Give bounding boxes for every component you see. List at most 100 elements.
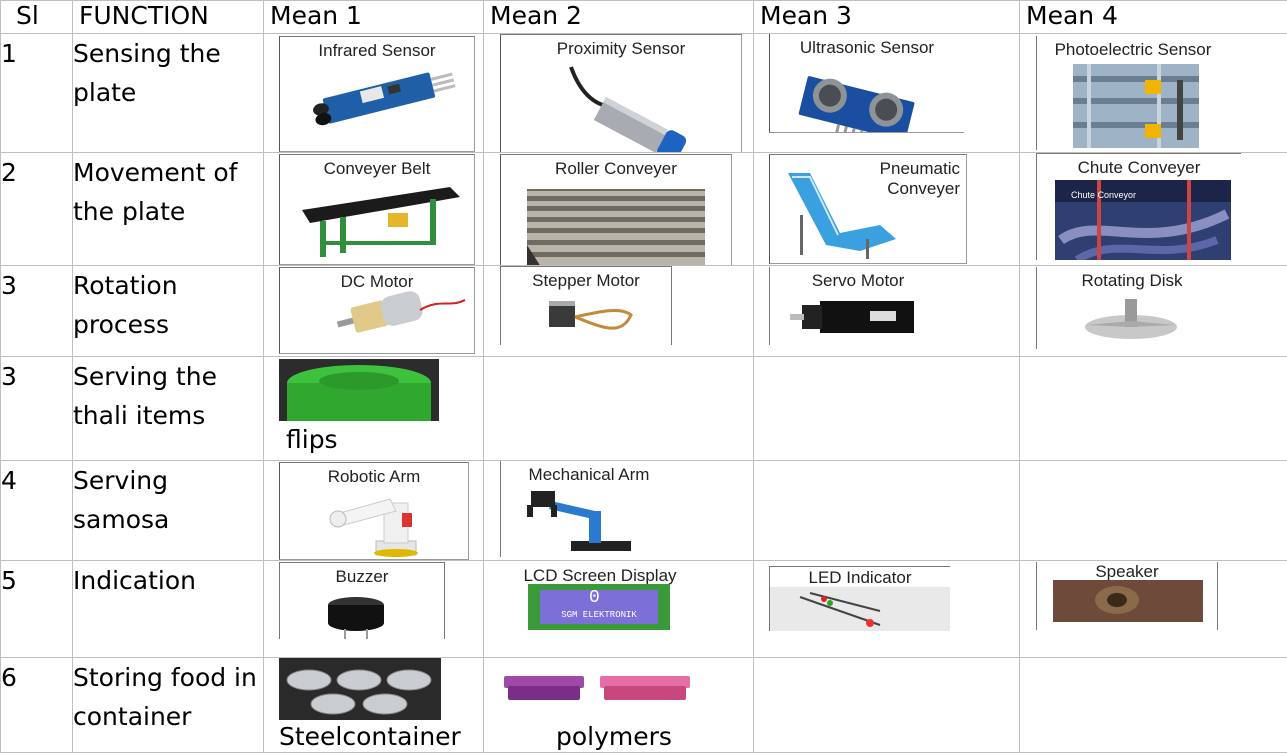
flip-lid-image bbox=[279, 359, 439, 421]
mean-cell bbox=[1019, 460, 1287, 561]
pneumatic-conveyer-image bbox=[788, 173, 896, 259]
function-cell: Movement of the plate bbox=[72, 152, 264, 266]
speaker-image bbox=[1053, 580, 1203, 622]
function-cell: Serving samosa bbox=[72, 460, 264, 561]
pneumatic-conveyer-card: Pneumatic Conveyer bbox=[769, 154, 967, 264]
mean-cell: Roller Conveyer bbox=[483, 152, 754, 266]
steelcontainer-caption: Steelcontainer bbox=[279, 722, 461, 751]
polymers-caption: polymers bbox=[556, 722, 672, 751]
card-label: Conveyer Belt bbox=[323, 159, 431, 178]
mean-cell: Speaker bbox=[1019, 560, 1287, 658]
mean-cell: Infrared Sensor bbox=[263, 33, 484, 153]
buzzer-image bbox=[328, 597, 384, 639]
function-cell: Indication bbox=[72, 560, 264, 658]
buzzer-card: Buzzer bbox=[279, 562, 445, 639]
table-row: 3 Serving the thali items flips bbox=[0, 356, 1287, 461]
dc-motor-card: DC Motor bbox=[279, 267, 475, 354]
mean-cell: Conveyer Belt bbox=[263, 152, 484, 266]
row-number: 3 bbox=[0, 265, 73, 357]
row-number: 2 bbox=[0, 152, 73, 266]
card-label: Buzzer bbox=[335, 567, 389, 586]
photoelectric-sensor-image bbox=[1073, 64, 1199, 148]
function-cell: Rotation process bbox=[72, 265, 264, 357]
card-label: Roller Conveyer bbox=[555, 159, 677, 178]
dc-motor-image bbox=[336, 291, 466, 333]
table-row: 3 Rotation process DC Motor Stepper Moto… bbox=[0, 265, 1287, 357]
stepper-motor-card: Stepper Motor bbox=[500, 266, 672, 345]
mean-cell: LED Indicator bbox=[753, 560, 1020, 658]
mean-cell: Ultrasonic Sensor bbox=[753, 33, 1020, 153]
header-row: Sl FUNCTION Mean 1 Mean 2 Mean 3 Mean 4 bbox=[0, 0, 1287, 34]
mechanical-arm-card: Mechanical Arm bbox=[500, 461, 677, 557]
mean-cell: Buzzer bbox=[263, 560, 484, 658]
row-number: 3 bbox=[0, 356, 73, 461]
mean-cell bbox=[753, 460, 1020, 561]
card-label: Proximity Sensor bbox=[556, 39, 686, 58]
robotic-arm-image bbox=[329, 498, 418, 557]
header-function: FUNCTION bbox=[72, 0, 264, 34]
table-row: 5 Indication Buzzer LCD Screen Display bbox=[0, 560, 1287, 658]
servo-motor-card: Servo Motor bbox=[769, 267, 946, 345]
function-cell: Sensing the plate bbox=[72, 33, 264, 153]
mean-cell: Stepper Motor bbox=[483, 265, 754, 357]
roller-conveyer-card: Roller Conveyer bbox=[500, 154, 732, 265]
card-label: Rotating Disk bbox=[1081, 271, 1183, 290]
lcd-screen-card: LCD Screen Display 0 SGM ELEKTRONIK bbox=[500, 562, 700, 632]
mean-cell bbox=[753, 356, 1020, 461]
mean-cell: DC Motor bbox=[263, 265, 484, 357]
header-mean-4: Mean 4 bbox=[1019, 0, 1287, 34]
mean-cell: polymers bbox=[483, 657, 754, 753]
roller-conveyer-image bbox=[527, 189, 705, 265]
steel-container-image bbox=[279, 658, 441, 720]
led-indicator-card: LED Indicator bbox=[769, 566, 950, 631]
card-label: Robotic Arm bbox=[327, 467, 421, 486]
card-label: Mechanical Arm bbox=[528, 465, 650, 484]
chute-conveyer-image bbox=[1055, 180, 1231, 260]
chute-inner-label: Chute Conveyor bbox=[1071, 190, 1137, 200]
card-label: Photoelectric Sensor bbox=[1054, 40, 1212, 59]
card-label: LCD Screen Display bbox=[523, 566, 677, 585]
header-mean-3: Mean 3 bbox=[753, 0, 1020, 34]
rotating-disk-image bbox=[1085, 299, 1177, 339]
chute-conveyer-card: Chute Conveyer Chute Conveyor bbox=[1036, 153, 1241, 260]
conveyer-belt-image bbox=[302, 187, 460, 257]
row-number: 4 bbox=[0, 460, 73, 561]
row-number: 1 bbox=[0, 33, 73, 153]
mechanical-arm-image bbox=[527, 491, 631, 551]
mean-cell: flips bbox=[263, 356, 484, 461]
row-number: 6 bbox=[0, 657, 73, 753]
card-label: Infrared Sensor bbox=[318, 41, 436, 60]
card-label: Chute Conveyer bbox=[1077, 158, 1201, 177]
lcd-screen-image bbox=[528, 584, 670, 630]
mean-cell: Robotic Arm bbox=[263, 460, 484, 561]
proximity-sensor-image bbox=[569, 66, 687, 152]
table-row: 4 Serving samosa Robotic Arm Mechanical … bbox=[0, 460, 1287, 561]
proximity-sensor-card: Proximity Sensor bbox=[500, 34, 742, 152]
mean-cell: Rotating Disk bbox=[1019, 265, 1287, 357]
robotic-arm-card: Robotic Arm bbox=[279, 462, 469, 560]
mean-cell bbox=[753, 657, 1020, 753]
mean-cell: Photoelectric Sensor bbox=[1019, 33, 1287, 153]
header-sl: Sl bbox=[0, 0, 73, 34]
rotating-disk-card: Rotating Disk bbox=[1036, 267, 1227, 349]
mean-cell: Steelcontainer bbox=[263, 657, 484, 753]
function-cell: Serving the thali items bbox=[72, 356, 264, 461]
mean-cell bbox=[1019, 356, 1287, 461]
stepper-motor-image bbox=[549, 301, 633, 330]
flips-caption: flips bbox=[286, 425, 338, 454]
row-number: 5 bbox=[0, 560, 73, 658]
mean-cell bbox=[483, 356, 754, 461]
card-label: Stepper Motor bbox=[532, 271, 640, 290]
table-row: 2 Movement of the plate Conveyer Belt Ro… bbox=[0, 152, 1287, 266]
header-mean-2: Mean 2 bbox=[483, 0, 754, 34]
table-row: 6 Storing food in container Steelcontain… bbox=[0, 657, 1287, 753]
card-label: Pneumatic Conveyer bbox=[879, 159, 960, 198]
card-label: Servo Motor bbox=[811, 271, 905, 290]
polymer-container-image bbox=[504, 676, 690, 700]
photoelectric-sensor-card: Photoelectric Sensor bbox=[1036, 36, 1229, 150]
function-cell: Storing food in container bbox=[72, 657, 264, 753]
ultrasonic-sensor-image bbox=[798, 76, 915, 132]
header-mean-1: Mean 1 bbox=[263, 0, 484, 34]
mean-cell: Servo Motor bbox=[753, 265, 1020, 357]
